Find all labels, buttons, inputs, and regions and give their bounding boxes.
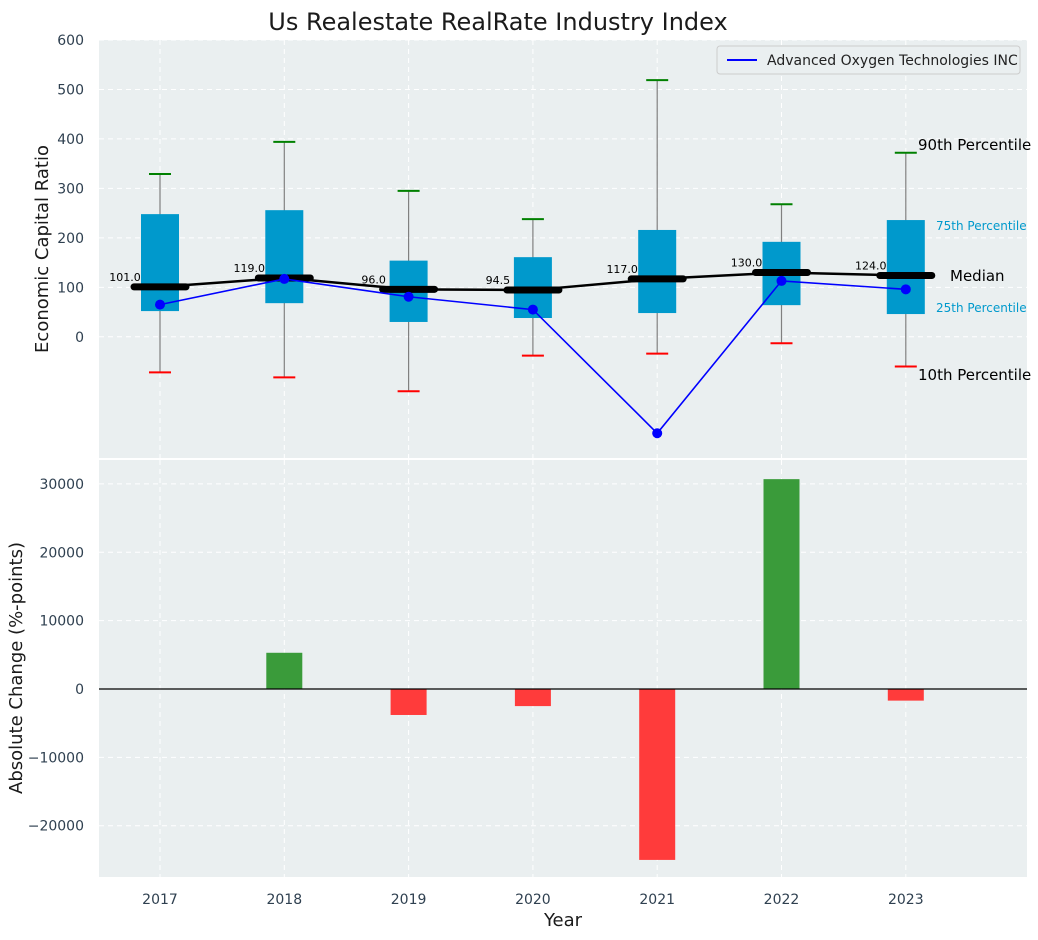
iqr-box: [886, 220, 925, 315]
company-point: [527, 304, 538, 315]
chart-title: Us Realestate RealRate Industry Index: [268, 8, 727, 36]
bottom-grid: [99, 460, 1027, 877]
change-bar: [639, 689, 676, 860]
bottom-y-ticks: −20000 −10000 0 10000 20000 30000: [28, 477, 84, 835]
x-tick-label: 2021: [639, 892, 675, 908]
median-value-label: 130.0: [731, 256, 763, 269]
top-y-tick-label: 600: [57, 33, 84, 49]
top-y-tick-label: 500: [57, 82, 84, 98]
top-y-tick-label: 300: [57, 181, 84, 197]
change-bar: [390, 689, 427, 715]
bottom-y-tick-label: −20000: [28, 819, 84, 835]
company-point: [900, 284, 911, 295]
percentile-annotations: 90th Percentile 75th Percentile Median 2…: [918, 136, 1031, 384]
annotation-p10: 10th Percentile: [918, 366, 1031, 384]
x-tick-label: 2022: [764, 892, 800, 908]
top-y-tick-label: 0: [75, 330, 84, 346]
top-y-tick-label: 200: [57, 231, 84, 247]
annotation-p25: 25th Percentile: [936, 301, 1027, 315]
bottom-y-tick-label: 0: [75, 682, 84, 698]
x-tick-label: 2023: [888, 892, 924, 908]
x-axis-title: Year: [543, 910, 583, 931]
top-y-tick-label: 100: [57, 280, 84, 296]
bottom-y-tick-label: −10000: [28, 750, 84, 766]
change-bar: [887, 689, 924, 701]
annotation-p75: 75th Percentile: [936, 219, 1027, 233]
median-value-label: 96.0: [361, 273, 386, 286]
legend-entry-label: Advanced Oxygen Technologies INC: [767, 53, 1018, 69]
company-point: [403, 291, 414, 302]
company-point: [776, 275, 787, 286]
x-tick-label: 2017: [142, 892, 178, 908]
iqr-box: [141, 214, 179, 312]
company-point: [155, 299, 165, 310]
annotation-p90: 90th Percentile: [918, 136, 1031, 154]
bottom-y-axis-title: Absolute Change (%-points): [6, 542, 27, 794]
legend[interactable]: Advanced Oxygen Technologies INC: [716, 45, 1021, 75]
median-value-label: 101.0: [109, 271, 141, 284]
median-value-label: 119.0: [234, 262, 266, 275]
bottom-y-tick-label: 20000: [39, 545, 84, 561]
iqr-box: [638, 229, 677, 314]
change-bar: [514, 689, 551, 707]
legend-box: [716, 45, 1021, 75]
company-line-layer: [155, 273, 911, 439]
annotation-median: Median: [950, 267, 1005, 285]
bottom-y-tick-label: 30000: [39, 477, 84, 493]
median-value-label: 124.0: [855, 259, 887, 272]
company-point: [652, 428, 663, 439]
top-plot-area: [99, 40, 1027, 458]
top-y-axis-title: Economic Capital Ratio: [32, 145, 53, 353]
median-value-label: 117.0: [606, 263, 638, 276]
change-bar: [763, 479, 800, 690]
bottom-plot-area: [99, 460, 1027, 877]
x-tick-label: 2020: [515, 892, 551, 908]
bottom-y-tick-label: 10000: [39, 614, 84, 630]
iqr-box: [265, 210, 304, 304]
top-y-ticks: 0 100 200 300 400 500 600: [57, 33, 84, 346]
bar-series: [99, 479, 1027, 860]
x-ticks: 2017 2018 2019 2020 2021 2022 2023: [142, 892, 923, 908]
x-tick-label: 2018: [266, 892, 302, 908]
top-y-tick-label: 400: [57, 132, 84, 148]
x-tick-label: 2019: [391, 892, 427, 908]
change-bar: [266, 652, 303, 690]
median-value-label: 94.5: [486, 274, 511, 287]
company-point: [279, 273, 290, 284]
